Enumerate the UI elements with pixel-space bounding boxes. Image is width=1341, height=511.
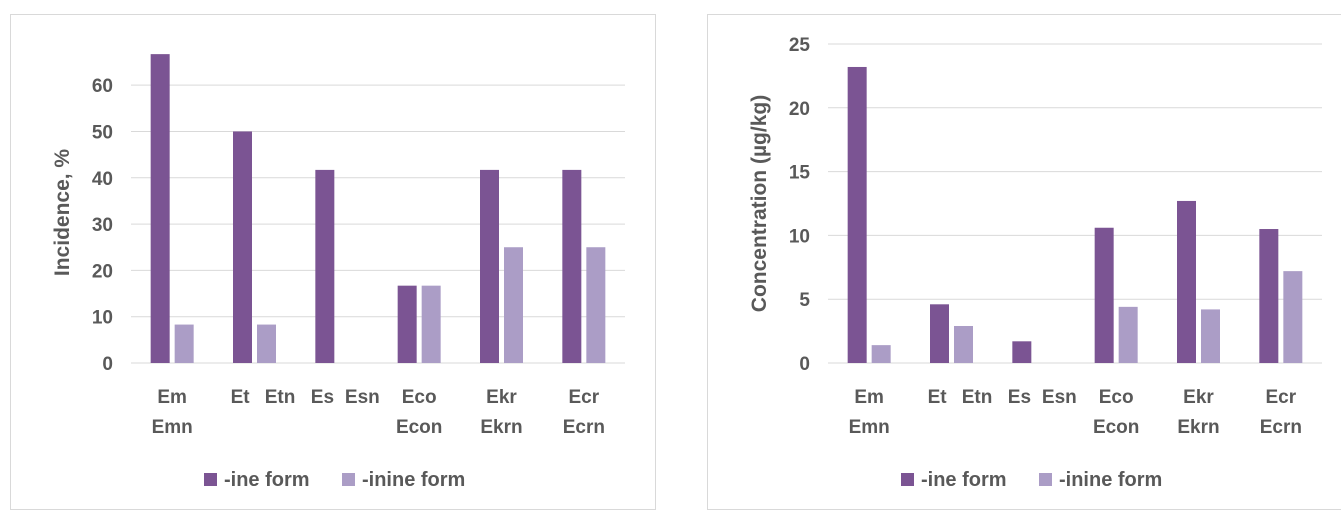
category-label: Ecrn bbox=[1260, 417, 1302, 438]
bar-ine-form bbox=[1259, 229, 1279, 363]
category-label: Ecrn bbox=[563, 417, 605, 438]
category-label: Ekrn bbox=[480, 417, 522, 438]
category-label: Ekrn bbox=[1177, 417, 1219, 438]
bar-inine-form bbox=[421, 285, 441, 363]
bar-inine-form bbox=[1201, 309, 1220, 363]
bar-inine-form bbox=[1118, 306, 1138, 363]
y-tick-label: 40 bbox=[92, 169, 113, 190]
concentration-chart-panel: 0 5 10 15 20 25 Concentration (µg/kg) Em Emn Et Et… bbox=[707, 14, 1341, 510]
bar-ine-form bbox=[1177, 200, 1196, 363]
legend-swatch-ine bbox=[901, 473, 914, 486]
bar-ine-form bbox=[397, 285, 417, 363]
bar-ine-form bbox=[480, 169, 499, 363]
bar-inine-form bbox=[1283, 271, 1303, 363]
y-tick-label: 0 bbox=[102, 354, 113, 375]
y-tick-label: 0 bbox=[799, 354, 810, 375]
legend-label-ine: -ine form bbox=[224, 469, 310, 491]
category-label: Esn bbox=[345, 387, 380, 408]
category-label: Es bbox=[1008, 387, 1031, 408]
legend-swatch-inine bbox=[342, 473, 355, 486]
category-label: Esn bbox=[1042, 387, 1077, 408]
category-label: Ecr bbox=[1266, 387, 1297, 408]
bar-ine-form bbox=[233, 131, 252, 363]
category-label: Eco bbox=[1099, 387, 1134, 408]
y-tick-label: 60 bbox=[92, 76, 113, 97]
y-tick-label: 30 bbox=[92, 215, 113, 236]
incidence-chart: 0 10 20 30 40 50 60 Incidence, % Em Emn Et Etn Es Esn… bbox=[51, 54, 625, 491]
category-label: Et bbox=[928, 387, 948, 408]
bar-ine-form bbox=[562, 169, 582, 363]
bar-inine-form bbox=[174, 324, 194, 363]
y-axis-label: Incidence, % bbox=[51, 149, 74, 277]
category-label: Em bbox=[157, 387, 187, 408]
y-axis-label: Concentration (µg/kg) bbox=[748, 95, 771, 312]
bar-ine-form bbox=[1012, 341, 1032, 363]
category-label: Ekr bbox=[486, 387, 517, 408]
legend-label-inine: -inine form bbox=[1059, 469, 1162, 491]
category-label: Ekr bbox=[1183, 387, 1214, 408]
bar-ine-form bbox=[150, 54, 170, 364]
bar-inine-form bbox=[257, 324, 276, 363]
concentration-chart: 0 5 10 15 20 25 Concentration (µg/kg) Em Emn Et Et… bbox=[748, 35, 1322, 491]
category-label: Etn bbox=[962, 387, 993, 408]
bar-ine-form bbox=[930, 304, 949, 363]
category-label: Ecr bbox=[569, 387, 600, 408]
y-tick-label: 15 bbox=[789, 163, 811, 184]
legend-swatch-inine bbox=[1039, 473, 1052, 486]
bar-ine-form bbox=[847, 66, 867, 363]
y-tick-label: 10 bbox=[789, 226, 810, 247]
bar-inine-form bbox=[954, 325, 973, 363]
bar-inine-form bbox=[504, 247, 523, 363]
legend-swatch-ine bbox=[204, 473, 217, 486]
category-label: Emn bbox=[849, 417, 890, 438]
category-label: Etn bbox=[265, 387, 296, 408]
category-label: Et bbox=[231, 387, 251, 408]
bar-inine-form bbox=[871, 345, 891, 363]
category-label: Econ bbox=[396, 417, 442, 438]
y-tick-label: 25 bbox=[789, 35, 811, 56]
y-tick-label: 5 bbox=[799, 290, 810, 311]
y-tick-label: 10 bbox=[92, 308, 113, 329]
category-label: Em bbox=[854, 387, 884, 408]
category-label: Econ bbox=[1093, 417, 1139, 438]
category-label: Es bbox=[311, 387, 334, 408]
legend-label-ine: -ine form bbox=[921, 469, 1007, 491]
bar-ine-form bbox=[315, 169, 335, 363]
y-tick-label: 50 bbox=[92, 122, 113, 143]
category-label: Emn bbox=[152, 417, 193, 438]
category-label: Eco bbox=[402, 387, 437, 408]
legend-label-inine: -inine form bbox=[362, 469, 465, 491]
bar-inine-form bbox=[586, 247, 606, 363]
bar-ine-form bbox=[1094, 227, 1114, 363]
incidence-chart-panel: 0 10 20 30 40 50 60 Incidence, % Em Emn Et Etn Es Esn… bbox=[10, 14, 656, 510]
y-tick-label: 20 bbox=[92, 261, 113, 282]
y-tick-label: 20 bbox=[789, 99, 810, 120]
